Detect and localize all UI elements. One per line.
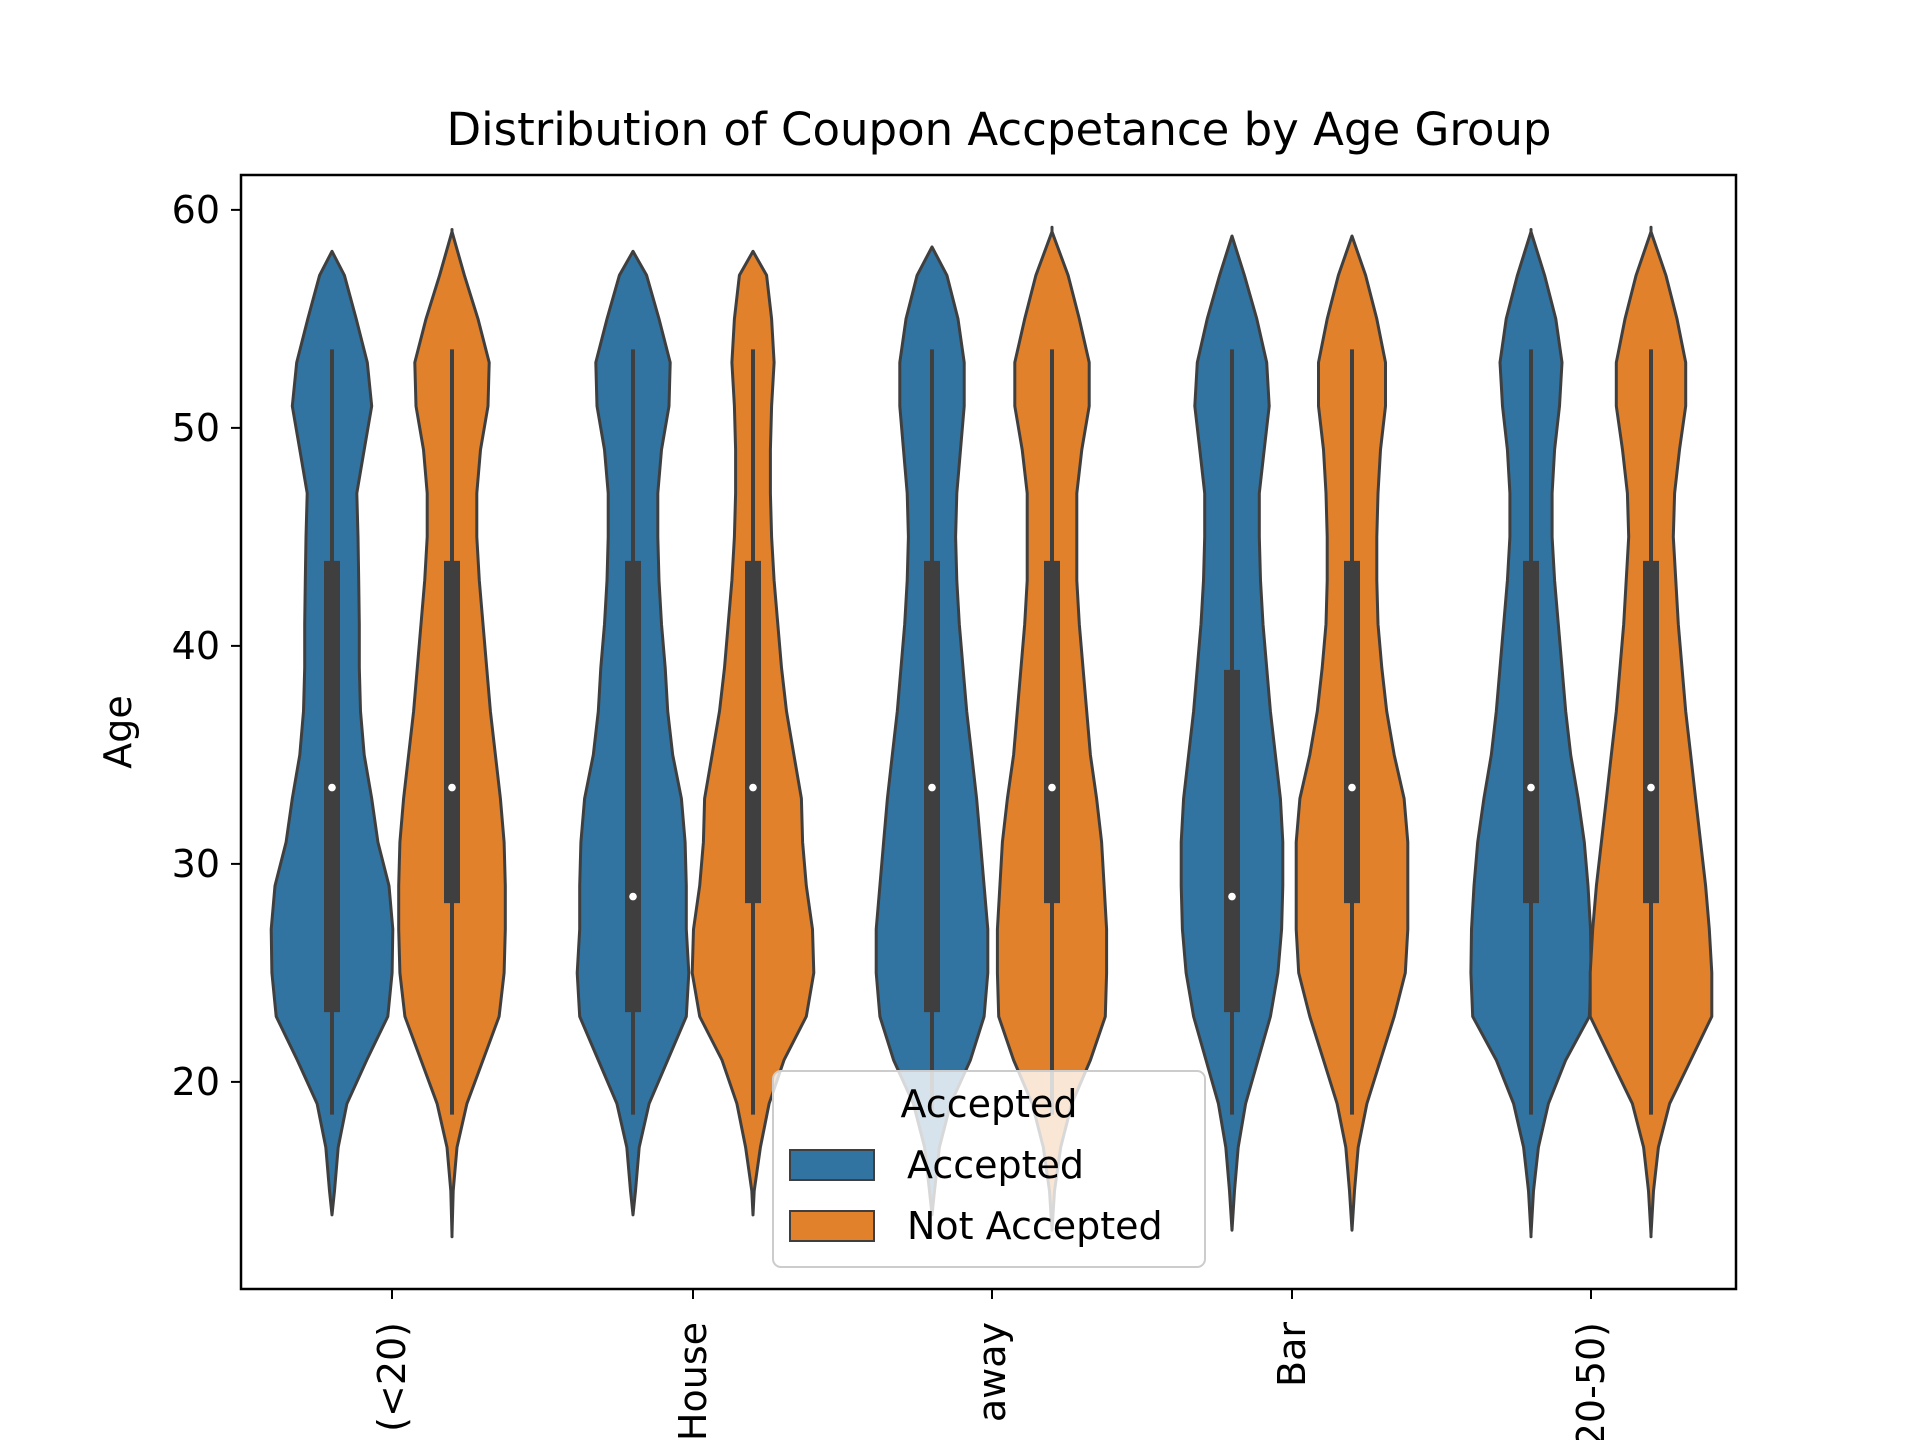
x-tick-label-2: House xyxy=(671,1322,715,1440)
median-dot-accepted-4 xyxy=(1228,892,1236,901)
median-dot-accepted-3 xyxy=(928,783,936,792)
median-dot-not-accepted-4 xyxy=(1348,783,1356,792)
iqr-box-accepted-5 xyxy=(1523,560,1539,904)
legend-swatch-not-accepted xyxy=(789,1210,875,1242)
legend-title: Accepted xyxy=(900,1082,1077,1126)
legend-label-not-accepted: Not Accepted xyxy=(907,1204,1163,1248)
legend-label-accepted: Accepted xyxy=(907,1143,1084,1187)
median-dot-accepted-5 xyxy=(1527,783,1535,792)
x-tick-label-4: Bar xyxy=(1270,1322,1314,1387)
iqr-box-accepted-2 xyxy=(625,560,641,1013)
iqr-box-accepted-4 xyxy=(1224,669,1240,1013)
y-axis-label: Age xyxy=(96,695,140,769)
chart-title: Distribution of Coupon Accpetance by Age… xyxy=(447,103,1552,156)
y-tick-label-20: 20 xyxy=(172,1060,220,1104)
legend: Accepted Accepted Not Accepted xyxy=(772,1070,1206,1268)
iqr-box-not-accepted-5 xyxy=(1643,560,1659,904)
legend-frame xyxy=(772,1070,1206,1268)
plot-area-frame xyxy=(239,173,1738,1291)
iqr-box-not-accepted-3 xyxy=(1044,560,1060,904)
x-tick-label-5: 20-50) xyxy=(1569,1322,1613,1440)
x-tick-label-1: (<20) xyxy=(370,1322,414,1432)
y-axis: 20 30 40 50 60 xyxy=(172,188,241,1104)
iqr-box-not-accepted-2 xyxy=(745,560,761,904)
legend-swatch-accepted xyxy=(789,1149,875,1181)
median-dot-accepted-1 xyxy=(328,783,336,792)
iqr-box-not-accepted-1 xyxy=(444,560,460,904)
y-tick-label-60: 60 xyxy=(172,188,220,232)
y-tick-label-30: 30 xyxy=(172,842,220,886)
median-dot-not-accepted-5 xyxy=(1647,783,1655,792)
y-tick-label-40: 40 xyxy=(172,624,220,668)
violins-layer xyxy=(269,225,1714,1239)
x-tick-label-3: away xyxy=(970,1322,1014,1422)
x-axis: (<20) House away Bar 20-50) xyxy=(370,1289,1613,1440)
y-tick-label-50: 50 xyxy=(172,406,220,450)
median-dot-accepted-2 xyxy=(629,892,637,901)
median-dot-not-accepted-2 xyxy=(749,783,757,792)
iqr-box-not-accepted-4 xyxy=(1344,560,1360,904)
median-dot-not-accepted-3 xyxy=(1048,783,1056,792)
median-dot-not-accepted-1 xyxy=(448,783,456,792)
